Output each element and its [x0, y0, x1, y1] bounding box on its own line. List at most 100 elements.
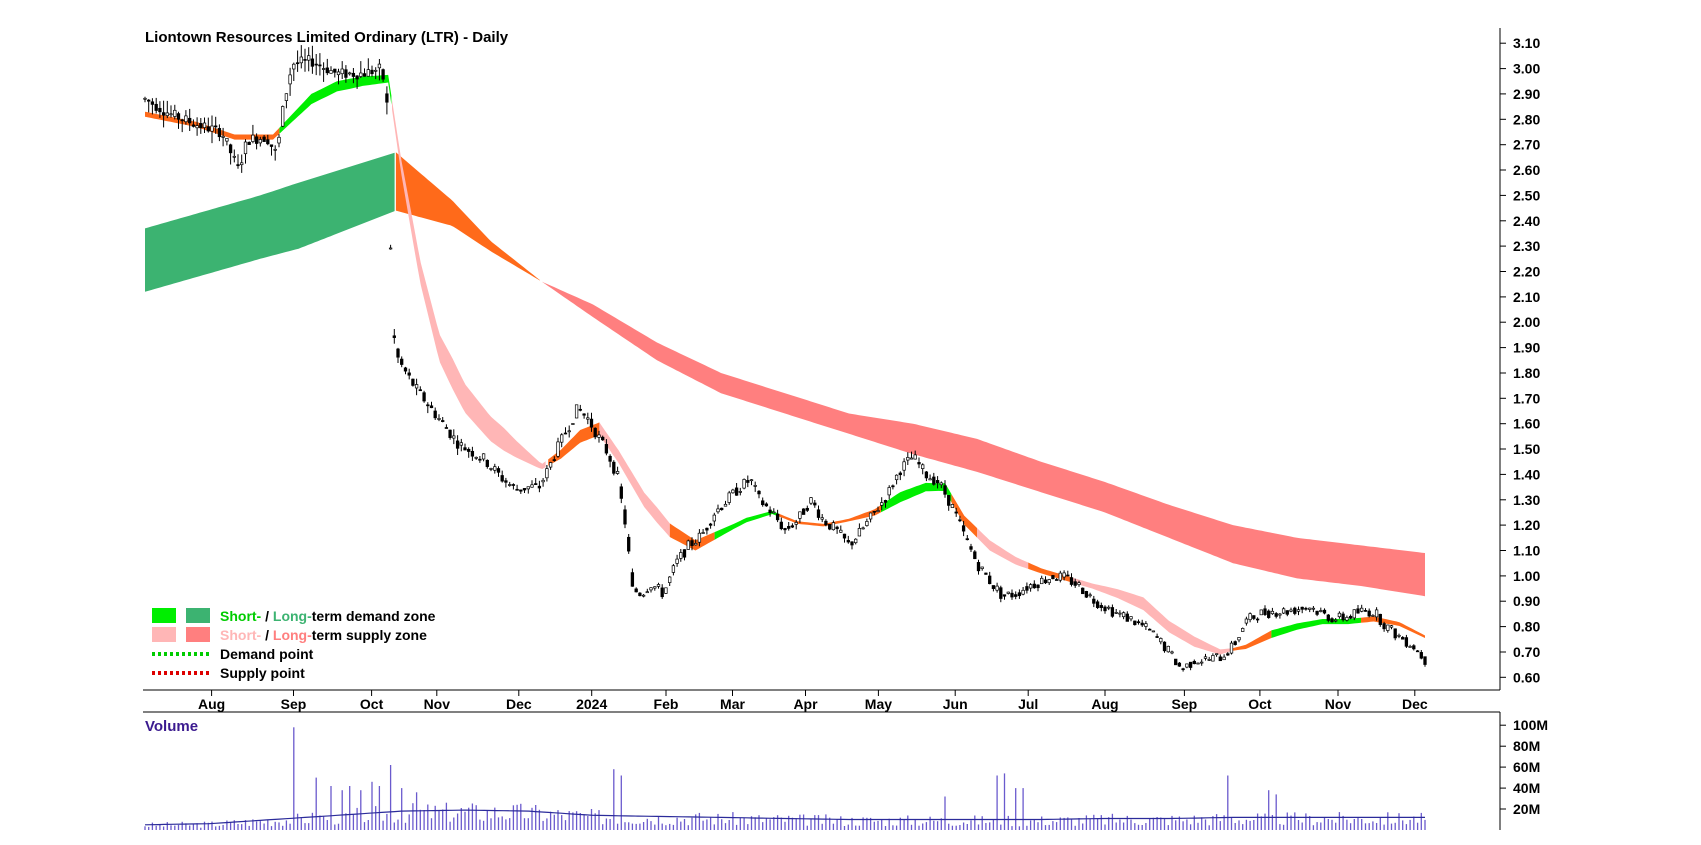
- candle-body: [805, 507, 809, 511]
- volume-panel: Volume 100M 80M 60M 40M 20M: [143, 711, 1548, 830]
- time-tick-label: Nov: [1325, 696, 1352, 712]
- candle-body: [1233, 641, 1237, 645]
- candle-body: [1393, 628, 1397, 639]
- candle-body: [150, 101, 155, 105]
- candle-body: [906, 457, 910, 461]
- candle-body: [1419, 652, 1423, 659]
- candle-body: [694, 543, 698, 546]
- candle-body: [828, 524, 832, 530]
- candle-body: [147, 99, 151, 102]
- candle-body: [690, 540, 694, 546]
- candle-body: [727, 492, 731, 503]
- candles-layer: [143, 45, 1427, 672]
- candle-body: [921, 464, 925, 469]
- candle-body: [779, 521, 783, 530]
- candle-body: [604, 444, 609, 454]
- candle-body: [470, 450, 475, 457]
- candle-body: [522, 488, 527, 491]
- candle-body: [593, 427, 597, 438]
- legend-short-demand-swatch: [152, 608, 176, 623]
- candle-body: [1170, 651, 1174, 654]
- candle-body: [1185, 663, 1189, 668]
- legend-supply-zone-label: Short- / Long-term supply zone: [220, 627, 427, 643]
- volume-tick-label: 60M: [1513, 759, 1540, 775]
- candle-body: [188, 117, 192, 124]
- candle-body: [634, 588, 638, 593]
- candle-body: [1360, 607, 1364, 612]
- candle-body: [426, 404, 430, 407]
- candle-body: [1289, 609, 1293, 612]
- time-tick-label: Dec: [506, 696, 532, 712]
- price-tick-label: 1.50: [1513, 441, 1540, 457]
- candle-body: [191, 124, 196, 127]
- candle-body: [868, 512, 873, 520]
- candle-body: [418, 389, 422, 392]
- time-tick-label: Jun: [943, 696, 968, 712]
- price-tick-label: 1.60: [1513, 416, 1540, 432]
- candle-body: [917, 462, 921, 465]
- candle-body: [1062, 572, 1066, 578]
- candle-body: [1058, 572, 1062, 581]
- candle-body: [902, 461, 906, 471]
- candle-body: [586, 417, 590, 420]
- price-tick-label: 1.80: [1513, 365, 1540, 381]
- candle-body: [414, 384, 419, 389]
- price-axis: 3.10 3.00 2.90 2.80 2.70 2.60 2.50 2.40 2.30 2.20…: [1499, 28, 1540, 690]
- candle-body: [820, 517, 824, 520]
- candle-body: [809, 497, 813, 504]
- candle-body: [232, 155, 236, 158]
- candle-body: [254, 136, 259, 144]
- candle-body: [1378, 613, 1382, 625]
- candle-body: [333, 68, 337, 73]
- candle-body: [258, 139, 262, 144]
- candle-body: [842, 533, 847, 539]
- candle-body: [552, 459, 556, 461]
- candle-body: [318, 64, 322, 67]
- candle-body: [444, 427, 449, 429]
- candle-body: [1021, 589, 1025, 595]
- candle-body: [976, 562, 981, 572]
- candle-body: [1136, 621, 1141, 624]
- candle-body: [1151, 630, 1156, 633]
- candle-body: [794, 522, 798, 525]
- candle-body: [1148, 628, 1152, 631]
- candle-body: [455, 440, 460, 449]
- candle-body: [217, 128, 222, 138]
- candle-body: [824, 520, 828, 526]
- candle-body: [340, 68, 344, 75]
- candle-body: [169, 113, 173, 116]
- candle-body: [325, 67, 329, 74]
- candle-body: [686, 540, 690, 550]
- candle-body: [1412, 645, 1416, 650]
- candle-body: [567, 430, 571, 433]
- candle-body: [314, 63, 318, 66]
- candle-body: [1162, 641, 1167, 652]
- candle-body: [775, 513, 780, 521]
- price-tick-label: 2.10: [1513, 289, 1540, 305]
- candle-body: [336, 71, 341, 76]
- legend-demand-separator: /: [261, 608, 273, 624]
- short-term-band-segment-4: [548, 422, 600, 466]
- candle-body: [1036, 584, 1040, 589]
- time-tick-label: Apr: [793, 696, 818, 712]
- candle-body: [679, 552, 683, 559]
- legend-demand-rest: term demand zone: [312, 608, 436, 624]
- candle-body: [225, 138, 229, 142]
- candle-body: [928, 478, 932, 481]
- candle-body: [1069, 577, 1074, 585]
- price-tick-label: 2.60: [1513, 162, 1540, 178]
- long-term-band-layer: [145, 152, 1425, 597]
- candle-body: [537, 485, 542, 489]
- candle-body: [1397, 634, 1401, 637]
- candle-body: [329, 70, 333, 74]
- candle-body: [407, 372, 411, 376]
- candle-body: [1330, 618, 1334, 623]
- candle-body: [850, 541, 854, 546]
- candle-body: [359, 72, 363, 77]
- candle-body: [1363, 610, 1368, 612]
- candle-body: [485, 459, 489, 467]
- candle-body: [1415, 650, 1420, 653]
- candle-body: [496, 468, 501, 473]
- candle-body: [1125, 613, 1129, 622]
- candle-body: [965, 538, 969, 541]
